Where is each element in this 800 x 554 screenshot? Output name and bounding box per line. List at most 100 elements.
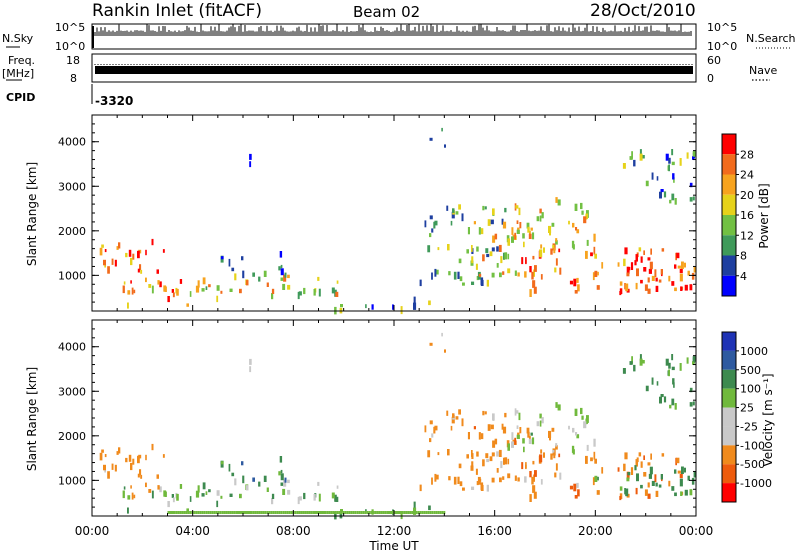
power-cell [674, 198, 677, 205]
velocity-cell [356, 511, 359, 514]
power-ytick-label: 3000 [58, 180, 86, 193]
velocity-cell [692, 361, 695, 365]
velocity-cell [331, 492, 335, 499]
power-colorbar-label: Power [dB] [757, 183, 771, 248]
velocity-cell [387, 511, 389, 514]
velocity-cell [487, 424, 491, 431]
velocity-cell [193, 511, 196, 514]
velocity-cell [431, 511, 434, 514]
power-cell [532, 255, 535, 260]
velocity-cell [271, 498, 274, 505]
power-cell [151, 238, 154, 246]
velocity-cell [668, 362, 671, 369]
power-cell [573, 278, 577, 287]
velocity-cell [336, 485, 339, 489]
power-cell [475, 263, 478, 270]
velocity-cell [575, 432, 578, 436]
velocity-cell [539, 420, 542, 427]
power-cell [419, 279, 422, 287]
velocity-cell [413, 511, 416, 514]
velocity-cell [524, 476, 527, 483]
velocity-cell [491, 452, 495, 457]
velocity-colorbar-tick-label: -25 [740, 420, 758, 433]
velocity-cell [330, 511, 333, 514]
velocity-cell [574, 408, 578, 416]
power-cell [492, 235, 496, 243]
power-cell [489, 251, 493, 257]
velocity-cell [256, 511, 259, 514]
power-cell [431, 228, 434, 233]
velocity-cell [223, 511, 226, 514]
velocity-cell [283, 479, 287, 487]
power-cell [507, 238, 510, 246]
velocity-cell [419, 511, 422, 514]
velocity-cell [221, 511, 224, 514]
velocity-cell [552, 449, 555, 454]
power-cell [228, 258, 231, 267]
power-cell [137, 268, 140, 273]
velocity-cell [278, 471, 281, 476]
power-cell [553, 247, 556, 254]
time-tick-label: 04:00 [175, 524, 210, 538]
velocity-cell [568, 425, 570, 430]
power-cell [371, 304, 374, 310]
velocity-cell [208, 489, 211, 493]
power-cell [263, 270, 267, 277]
power-cell [195, 285, 200, 293]
power-cell [287, 274, 290, 279]
velocity-cell [659, 396, 662, 404]
power-cell [572, 222, 575, 228]
power-cell [429, 215, 433, 220]
power-cell [179, 279, 183, 284]
velocity-cell [167, 511, 170, 514]
velocity-cell [489, 456, 493, 462]
velocity-cell [181, 511, 184, 514]
velocity-cell [137, 473, 140, 478]
velocity-cell [221, 461, 224, 465]
velocity-cell [216, 500, 219, 508]
power-ylabel: Slant Range [km] [25, 162, 39, 266]
velocity-cell [169, 511, 172, 514]
velocity-cell [660, 394, 664, 398]
velocity-cell [675, 457, 677, 466]
power-cell [271, 293, 274, 300]
power-cell [335, 291, 339, 297]
velocity-cell [555, 443, 558, 447]
power-cell [555, 240, 558, 245]
velocity-cell [543, 452, 545, 458]
velocity-cell [496, 451, 499, 457]
freq-unit: [MHz] [2, 67, 34, 80]
power-cell [676, 252, 680, 259]
velocity-cell [217, 511, 220, 514]
power-colorbar-tick-label: 4 [740, 270, 747, 283]
velocity-cell [286, 511, 289, 514]
velocity-cell [576, 434, 580, 439]
power-cell [503, 252, 505, 260]
velocity-cell [216, 490, 220, 496]
power-cell [317, 276, 320, 281]
power-cell [638, 247, 642, 252]
velocity-cell [231, 472, 235, 477]
power-cell [655, 285, 659, 292]
power-cell [555, 197, 558, 203]
power-cell [635, 254, 638, 262]
power-cell [689, 182, 693, 188]
power-cell [522, 233, 525, 239]
velocity-cell [419, 484, 422, 492]
velocity-cell [175, 511, 178, 514]
velocity-colorbar-tick-label: -500 [740, 458, 765, 471]
velocity-cell [276, 511, 279, 514]
power-colorbar-tick-label: 8 [740, 250, 747, 263]
power-cell [692, 196, 695, 201]
power-cell [478, 273, 482, 277]
power-cell [159, 281, 162, 288]
velocity-cell [167, 501, 170, 508]
power-cell [571, 240, 575, 248]
power-cell [492, 208, 495, 215]
velocity-cell [643, 472, 647, 477]
power-colorbar-segment [722, 215, 736, 236]
velocity-cell [518, 412, 521, 421]
power-cell [130, 280, 132, 284]
velocity-cell [162, 454, 165, 458]
power-cell [684, 284, 688, 291]
